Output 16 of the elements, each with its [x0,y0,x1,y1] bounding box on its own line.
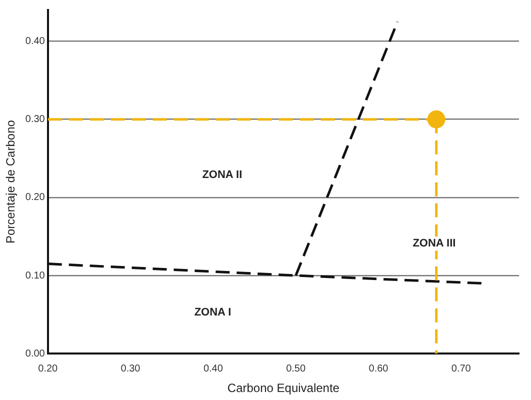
y-tick-label: 0.20 [25,192,46,204]
y-tick-label: 0.30 [25,114,46,126]
x-tick-label: 0.70 [451,363,472,374]
x-tick-label: 0.20 [38,363,58,374]
x-axis-title: Carbono Equivalente [227,381,340,396]
annotation: ZONA III [412,238,456,250]
x-tick-label: 0.40 [203,363,224,374]
annotation: ZONA II [202,168,242,181]
annotation: ZONA I [194,306,232,318]
y-tick-label: 0.40 [25,36,46,47]
y-axis-title: Porcentaje de Carbono [4,120,18,244]
x-tick-label: 0.60 [368,363,389,374]
y-tick-label: 0.00 [25,348,46,360]
x-tick-label: 0.50 [286,363,306,374]
y-tick-label: 0.10 [25,270,46,282]
x-tick-label: 0.30 [120,363,141,374]
